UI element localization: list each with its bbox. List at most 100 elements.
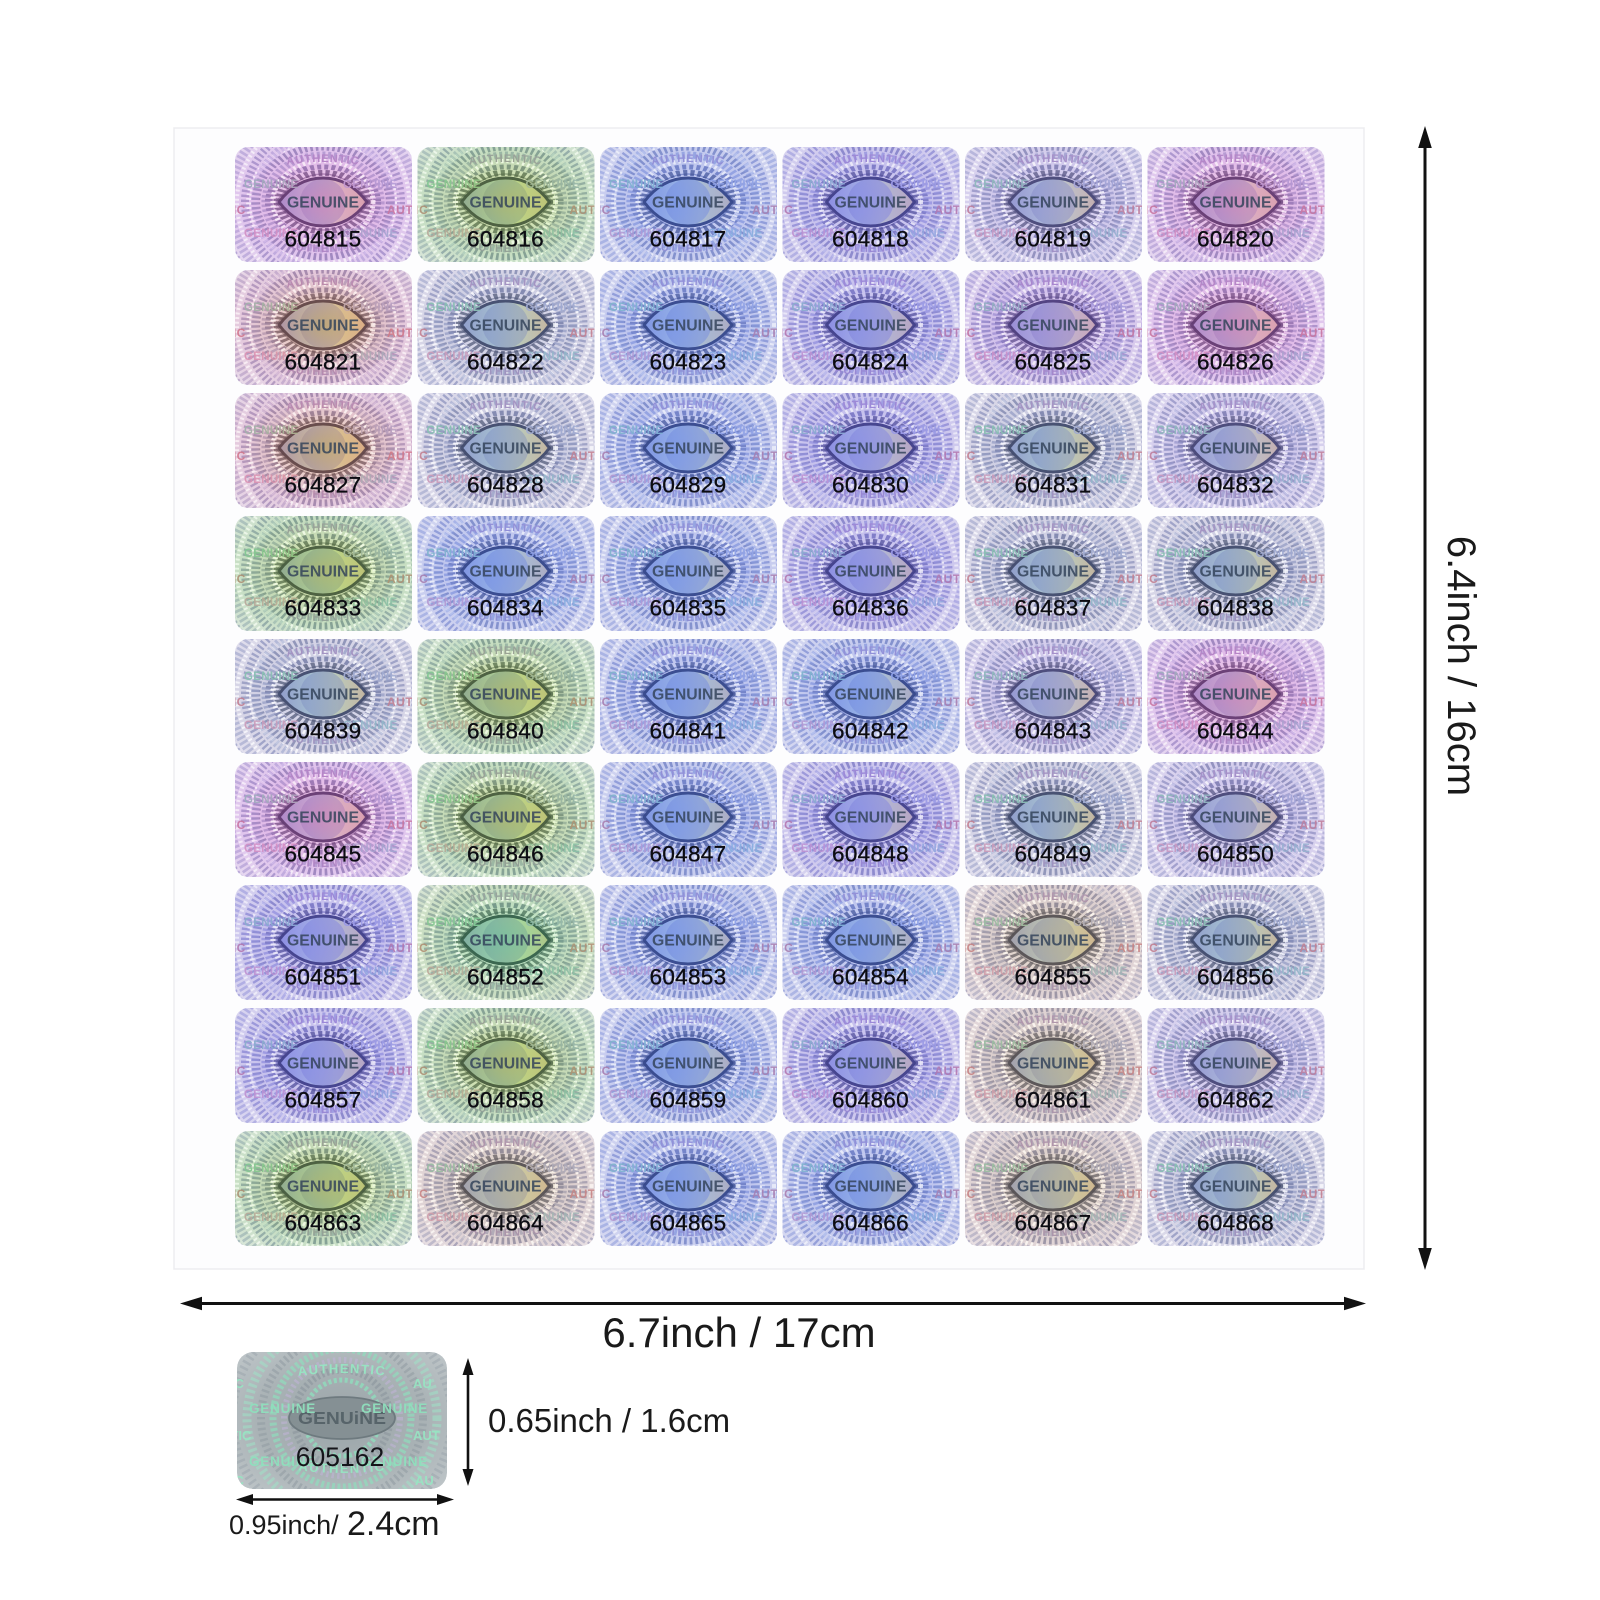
svg-text:604816: 604816 bbox=[467, 227, 544, 252]
svg-text:604830: 604830 bbox=[832, 473, 909, 498]
svg-text:GENUINE: GENUINE bbox=[470, 810, 542, 827]
svg-text:TIC: TIC bbox=[223, 1473, 245, 1488]
svg-text:GENUiNE: GENUiNE bbox=[298, 1408, 386, 1428]
svg-text:604819: 604819 bbox=[1015, 227, 1092, 252]
svg-text:GENUINE: GENUINE bbox=[835, 810, 907, 827]
svg-text:GENUINE: GENUINE bbox=[835, 1179, 907, 1196]
svg-text:GENUINE: GENUINE bbox=[1017, 1056, 1089, 1073]
svg-text:GENUINE: GENUINE bbox=[1200, 687, 1272, 704]
svg-text:GENUINE: GENUINE bbox=[1017, 687, 1089, 704]
svg-text:AU: AU bbox=[413, 1376, 432, 1391]
svg-text:GENUINE: GENUINE bbox=[835, 318, 907, 335]
svg-text:604832: 604832 bbox=[1197, 473, 1274, 498]
svg-text:604852: 604852 bbox=[467, 965, 544, 990]
svg-text:604823: 604823 bbox=[650, 350, 727, 375]
svg-text:604859: 604859 bbox=[650, 1088, 727, 1113]
svg-text:604822: 604822 bbox=[467, 350, 544, 375]
svg-text:GENUINE: GENUINE bbox=[361, 1454, 428, 1469]
svg-text:GENUINE: GENUINE bbox=[1017, 441, 1089, 458]
svg-text:GENUINE: GENUINE bbox=[835, 564, 907, 581]
svg-text:604856: 604856 bbox=[1197, 965, 1274, 990]
svg-text:GENUINE: GENUINE bbox=[835, 933, 907, 950]
svg-text:604850: 604850 bbox=[1197, 842, 1274, 867]
svg-text:604827: 604827 bbox=[285, 473, 362, 498]
svg-text:GENUINE: GENUINE bbox=[652, 564, 724, 581]
svg-text:AUT: AUT bbox=[413, 1428, 440, 1443]
svg-text:GENUINE: GENUINE bbox=[470, 195, 542, 212]
svg-text:604841: 604841 bbox=[650, 719, 727, 744]
svg-text:GENUINE: GENUINE bbox=[287, 933, 359, 950]
svg-text:604851: 604851 bbox=[285, 965, 362, 990]
svg-text:GENUINE: GENUINE bbox=[287, 318, 359, 335]
svg-text:GENUINE: GENUINE bbox=[1200, 933, 1272, 950]
svg-text:605162: 605162 bbox=[296, 1442, 384, 1472]
svg-text:604836: 604836 bbox=[832, 596, 909, 621]
svg-text:604858: 604858 bbox=[467, 1088, 544, 1113]
svg-text:604865: 604865 bbox=[650, 1211, 727, 1236]
svg-text:604831: 604831 bbox=[1015, 473, 1092, 498]
svg-text:604826: 604826 bbox=[1197, 350, 1274, 375]
svg-text:GENUINE: GENUINE bbox=[1200, 441, 1272, 458]
svg-text:604820: 604820 bbox=[1197, 227, 1274, 252]
svg-text:GENUINE: GENUINE bbox=[361, 1401, 428, 1416]
svg-text:GENUINE: GENUINE bbox=[470, 687, 542, 704]
svg-text:GENUINE: GENUINE bbox=[1200, 318, 1272, 335]
svg-text:GENUINE: GENUINE bbox=[1017, 933, 1089, 950]
svg-text:604867: 604867 bbox=[1015, 1211, 1092, 1236]
svg-text:0.95inch/: 0.95inch/ bbox=[229, 1510, 339, 1540]
svg-text:GENUINE: GENUINE bbox=[1200, 810, 1272, 827]
svg-text:GENUINE: GENUINE bbox=[835, 195, 907, 212]
svg-text:604838: 604838 bbox=[1197, 596, 1274, 621]
svg-text:GENUINE: GENUINE bbox=[249, 1401, 316, 1416]
svg-text:604848: 604848 bbox=[832, 842, 909, 867]
svg-text:604835: 604835 bbox=[650, 596, 727, 621]
svg-text:604839: 604839 bbox=[285, 719, 362, 744]
svg-text:AUTHENTIC: AUTHENTIC bbox=[298, 1458, 386, 1476]
svg-text:GENUINE: GENUINE bbox=[1200, 1179, 1272, 1196]
svg-text:GENUINE: GENUINE bbox=[287, 687, 359, 704]
svg-text:GENUINE: GENUINE bbox=[652, 1179, 724, 1196]
svg-text:6.7inch / 17cm: 6.7inch / 17cm bbox=[602, 1309, 875, 1356]
svg-text:GENUINE: GENUINE bbox=[287, 1056, 359, 1073]
svg-text:604843: 604843 bbox=[1015, 719, 1092, 744]
svg-text:GENUINE: GENUINE bbox=[652, 318, 724, 335]
svg-text:GENUINE: GENUINE bbox=[652, 1056, 724, 1073]
svg-text:GENUINE: GENUINE bbox=[1017, 810, 1089, 827]
svg-text:604821: 604821 bbox=[285, 350, 362, 375]
svg-text:GENUINE: GENUINE bbox=[1200, 195, 1272, 212]
svg-text:GENUINE: GENUINE bbox=[652, 687, 724, 704]
svg-text:GENUINE: GENUINE bbox=[470, 564, 542, 581]
svg-text:604853: 604853 bbox=[650, 965, 727, 990]
svg-text:604854: 604854 bbox=[832, 965, 909, 990]
svg-text:NTIC: NTIC bbox=[221, 1428, 252, 1443]
svg-text:604824: 604824 bbox=[832, 350, 909, 375]
svg-text:AU: AU bbox=[415, 1473, 434, 1488]
svg-text:GENUINE: GENUINE bbox=[652, 441, 724, 458]
svg-text:604833: 604833 bbox=[285, 596, 362, 621]
svg-text:GENUINE: GENUINE bbox=[1200, 564, 1272, 581]
svg-text:GENUINE: GENUINE bbox=[652, 195, 724, 212]
svg-text:604861: 604861 bbox=[1015, 1088, 1092, 1113]
svg-text:GENUINE: GENUINE bbox=[470, 1179, 542, 1196]
svg-text:GENUINE: GENUINE bbox=[835, 1056, 907, 1073]
svg-text:604817: 604817 bbox=[650, 227, 727, 252]
svg-text:GENUINE: GENUINE bbox=[470, 933, 542, 950]
svg-text:GENUINE: GENUINE bbox=[287, 441, 359, 458]
svg-text:604844: 604844 bbox=[1197, 719, 1274, 744]
svg-text:GENUINE: GENUINE bbox=[287, 564, 359, 581]
svg-text:604842: 604842 bbox=[832, 719, 909, 744]
svg-text:TIC: TIC bbox=[223, 1376, 245, 1391]
svg-text:604846: 604846 bbox=[467, 842, 544, 867]
svg-text:604857: 604857 bbox=[285, 1088, 362, 1113]
svg-text:604815: 604815 bbox=[285, 227, 362, 252]
svg-text:GENUINE: GENUINE bbox=[287, 810, 359, 827]
svg-text:GENUINE: GENUINE bbox=[1017, 195, 1089, 212]
svg-text:GENUINE: GENUINE bbox=[652, 810, 724, 827]
svg-text:604849: 604849 bbox=[1015, 842, 1092, 867]
svg-text:604825: 604825 bbox=[1015, 350, 1092, 375]
svg-text:GENUINE: GENUINE bbox=[470, 441, 542, 458]
svg-text:GENUINE: GENUINE bbox=[470, 318, 542, 335]
svg-text:604866: 604866 bbox=[832, 1211, 909, 1236]
svg-text:604864: 604864 bbox=[467, 1211, 544, 1236]
svg-text:604860: 604860 bbox=[832, 1088, 909, 1113]
